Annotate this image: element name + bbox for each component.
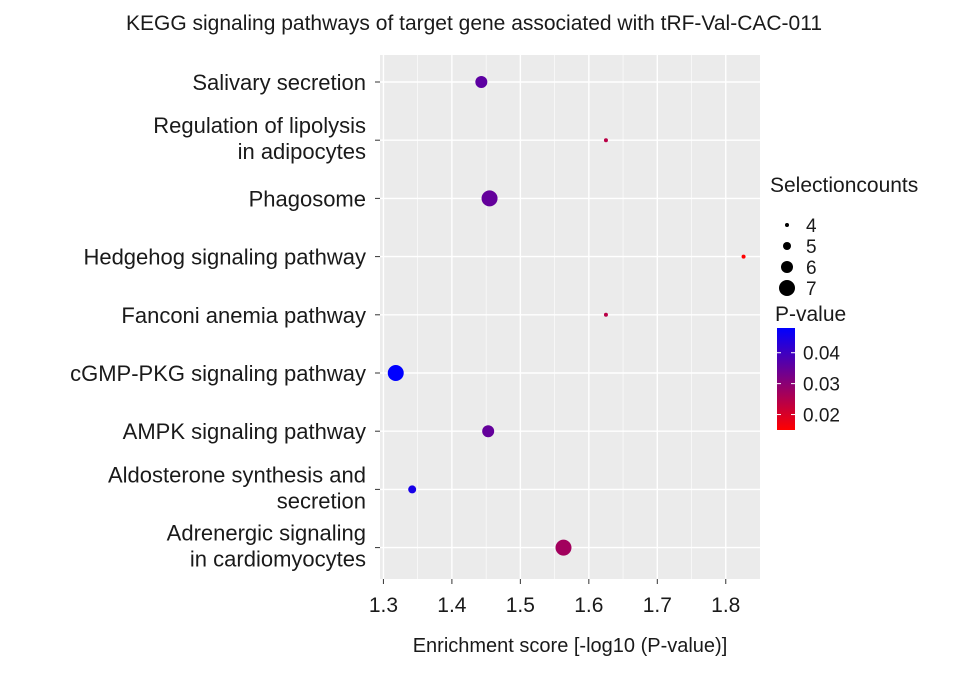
y-tick-label: Aldosterone synthesis and [108, 462, 366, 487]
size-legend-key [781, 261, 793, 273]
color-legend-bar [777, 328, 795, 430]
y-tick-label: in cardiomyocytes [190, 547, 366, 572]
size-legend-label: 4 [806, 216, 817, 237]
size-legend-key [779, 280, 795, 296]
y-tick-label: Adrenergic signaling [167, 521, 366, 546]
color-legend: P-value 0.04 0.03 0.02 [775, 303, 846, 430]
x-tick-label: 1.8 [711, 594, 740, 617]
data-point [481, 190, 498, 207]
y-tick-label: AMPK signaling pathway [123, 419, 366, 444]
y-tick-label: cGMP-PKG signaling pathway [70, 361, 366, 386]
y-tick-label: secretion [277, 488, 366, 513]
color-legend-label: 0.02 [803, 406, 840, 427]
data-point [603, 312, 608, 317]
color-legend-label: 0.03 [803, 375, 840, 396]
size-legend-label: 5 [806, 237, 817, 258]
x-axis-title: Enrichment score [-log10 (P-value)] [413, 635, 728, 657]
data-point [475, 76, 488, 88]
y-tick-label: Regulation of lipolysis [153, 113, 366, 138]
y-axis: Salivary secretion Regulation of lipolysi… [70, 70, 380, 572]
y-tick-label: Hedgehog signaling pathway [83, 245, 366, 270]
x-tick-label: 1.5 [506, 594, 535, 617]
x-axis: 1.3 1.4 1.5 1.6 1.7 1.8 [369, 579, 740, 617]
data-point [408, 485, 417, 494]
data-point [555, 539, 572, 556]
x-tick-label: 1.4 [437, 594, 467, 617]
y-tick-label: Salivary secretion [192, 70, 366, 95]
data-point [482, 425, 495, 438]
size-legend-title: Selectioncounts [770, 174, 918, 197]
size-legend-label: 6 [806, 258, 817, 279]
x-tick-label: 1.3 [369, 594, 398, 617]
size-legend-key [783, 242, 791, 250]
plot-panel [380, 55, 760, 579]
x-tick-label: 1.7 [643, 594, 672, 617]
size-legend-key [785, 223, 789, 227]
size-legend-label: 7 [806, 279, 817, 300]
y-tick-label: Fanconi anemia pathway [121, 303, 366, 328]
grid-lines [380, 55, 760, 579]
y-tick-label: Phagosome [249, 186, 366, 211]
data-point [603, 138, 608, 143]
data-points [387, 76, 746, 556]
data-point [741, 254, 746, 259]
data-point [387, 365, 404, 381]
x-tick-label: 1.6 [574, 594, 603, 617]
y-tick-label: in adipocytes [238, 139, 366, 164]
chart-title: KEGG signaling pathways of target gene a… [126, 12, 822, 35]
color-legend-label: 0.04 [803, 344, 840, 365]
color-legend-title: P-value [775, 303, 846, 326]
